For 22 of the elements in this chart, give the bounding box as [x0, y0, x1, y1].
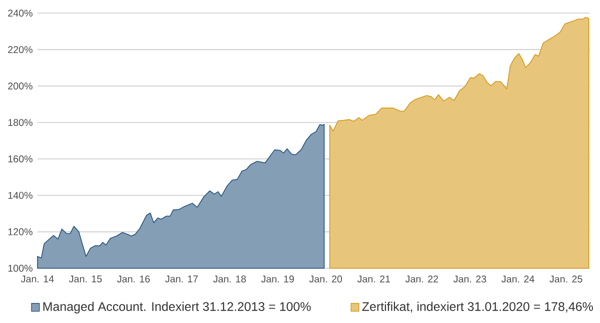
legend-label: Zertifikat, indexiert 31.01.2020 = 178,46% — [362, 302, 593, 312]
y-tick-label: 160% — [8, 155, 32, 162]
x-tick-label: Jan. 19 — [261, 275, 294, 282]
x-tick-label: Jan. 21 — [357, 275, 390, 282]
y-tick-label: 140% — [8, 192, 32, 199]
y-tick-label: 100% — [8, 264, 32, 272]
y-tick-label: 120% — [8, 228, 32, 236]
x-tick-label: Jan. 16 — [117, 275, 150, 282]
legend-label: Managed Account. Indexiert 31.12.2013 = 100% — [43, 302, 311, 314]
x-tick-label: Jan. 18 — [213, 275, 246, 282]
x-tick-label: Jan. 22 — [405, 275, 438, 282]
x-tick-label: Jan. 14 — [21, 275, 54, 282]
y-tick-label: 180% — [8, 118, 32, 126]
x-tick-label: Jan. 20 — [309, 275, 342, 282]
y-tick-label: 220% — [8, 46, 32, 53]
x-tick-label: Jan. 25 — [550, 275, 582, 282]
y-tick-label: 240% — [8, 9, 32, 16]
x-tick-label: Jan. 23 — [453, 275, 486, 282]
x-tick-label: Jan. 17 — [165, 275, 198, 282]
y-tick-label: 200% — [8, 82, 32, 90]
x-tick-label: Jan. 24 — [501, 275, 534, 282]
x-tick-label: Jan. 15 — [69, 275, 102, 282]
